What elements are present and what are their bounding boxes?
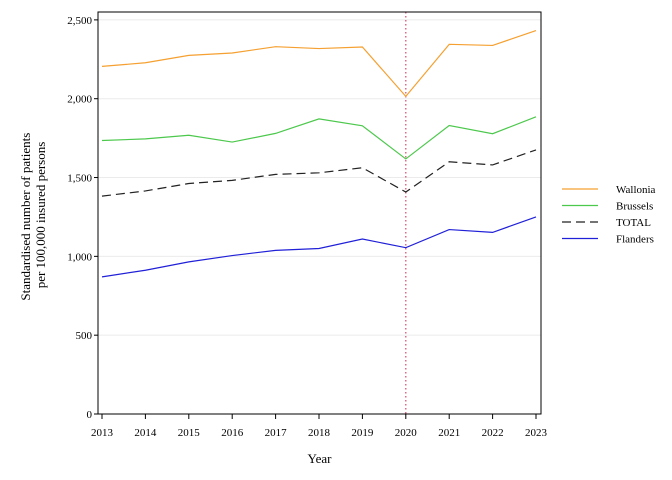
series-line-wallonia <box>101 30 537 98</box>
series-line-brussels <box>101 116 537 160</box>
x-tick-label: 2019 <box>351 427 374 439</box>
x-axis-title: Year <box>308 451 333 466</box>
x-tick-label: 2013 <box>91 427 114 439</box>
legend-item-wallonia: Wallonia <box>562 184 656 196</box>
legend-item-flanders: Flanders <box>562 234 654 246</box>
legend-label: Flanders <box>616 234 654 246</box>
legend-label: TOTAL <box>616 217 651 229</box>
gridlines <box>98 19 541 336</box>
x-tick-label: 2023 <box>525 427 548 439</box>
y-tick-label: 1,000 <box>67 251 92 263</box>
legend-item-brussels: Brussels <box>562 201 653 213</box>
y-tick-label: 2,000 <box>67 94 92 106</box>
series-line-flanders <box>101 216 537 278</box>
legend-item-total: TOTAL <box>562 217 651 229</box>
y-tick-label: 1,500 <box>67 173 92 185</box>
x-tick-label: 2016 <box>221 427 244 439</box>
legend: Wallonia Brussels TOTAL Flanders <box>562 184 656 246</box>
series-line-total <box>101 149 537 197</box>
y-tick-label: 0 <box>87 409 93 421</box>
x-tick-label: 2017 <box>265 427 288 439</box>
y-tick-label: 500 <box>76 330 93 342</box>
y-tick-label: 2,500 <box>67 15 92 27</box>
x-tick-label: 2021 <box>438 427 460 439</box>
x-tick-label: 2015 <box>178 427 201 439</box>
y-axis: 0 500 1,000 1,500 2,000 2,500 <box>67 15 98 421</box>
y-axis-title: Standardised number of patients per 100,… <box>18 129 48 300</box>
x-tick-label: 2022 <box>482 427 504 439</box>
y-axis-title-line-1: Standardised number of patients <box>18 133 33 301</box>
series-group <box>101 30 537 278</box>
x-tick-label: 2020 <box>395 427 418 439</box>
plot-frame <box>97 11 542 415</box>
x-tick-label: 2018 <box>308 427 331 439</box>
x-axis: 2013 2014 2015 2016 2017 2018 2019 2020 2021 2022… <box>91 414 548 439</box>
legend-label: Brussels <box>616 201 653 213</box>
y-axis-title-line-2: per 100,000 insured persons <box>33 142 48 289</box>
x-tick-label: 2014 <box>134 427 157 439</box>
legend-label: Wallonia <box>616 184 656 196</box>
